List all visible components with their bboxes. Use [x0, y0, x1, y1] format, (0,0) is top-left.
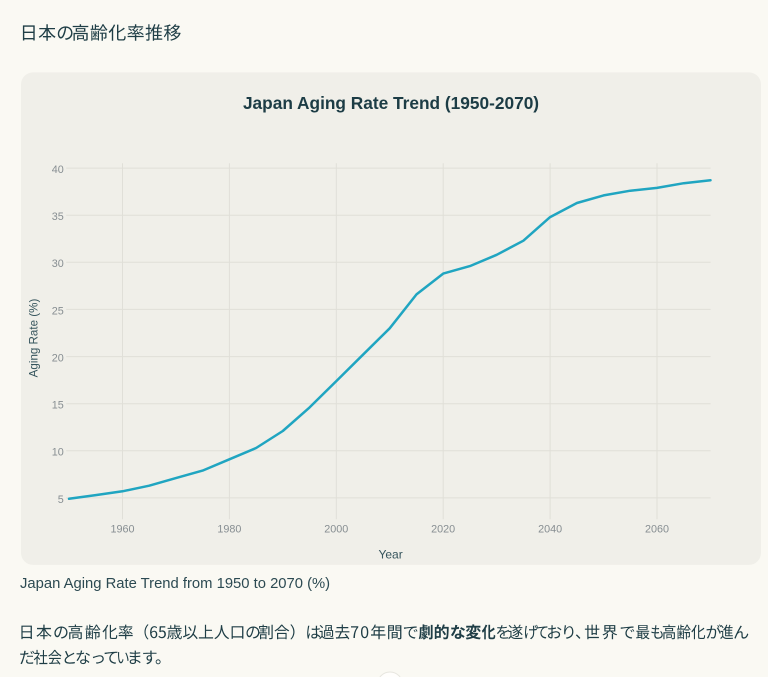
svg-text:20: 20	[52, 353, 64, 365]
svg-text:40: 40	[52, 164, 64, 176]
svg-text:2040: 2040	[538, 524, 562, 536]
svg-text:1960: 1960	[110, 524, 134, 536]
svg-text:10: 10	[52, 447, 64, 459]
svg-text:30: 30	[52, 258, 64, 270]
svg-text:2020: 2020	[431, 524, 455, 536]
svg-text:Year: Year	[378, 548, 402, 562]
svg-text:Japan Aging Rate Trend from 19: Japan Aging Rate Trend from 1950 to 2070…	[20, 576, 330, 592]
svg-text:Japan Aging Rate Trend (1950-2: Japan Aging Rate Trend (1950-2070)	[243, 93, 539, 113]
svg-text:5: 5	[58, 494, 64, 506]
svg-text:2000: 2000	[324, 524, 348, 536]
svg-text:2060: 2060	[645, 524, 669, 536]
svg-text:Aging Rate (%): Aging Rate (%)	[27, 299, 40, 378]
svg-text:35: 35	[52, 211, 64, 223]
svg-text:15: 15	[52, 400, 64, 412]
svg-text:25: 25	[52, 305, 64, 317]
svg-text:1980: 1980	[217, 524, 241, 536]
